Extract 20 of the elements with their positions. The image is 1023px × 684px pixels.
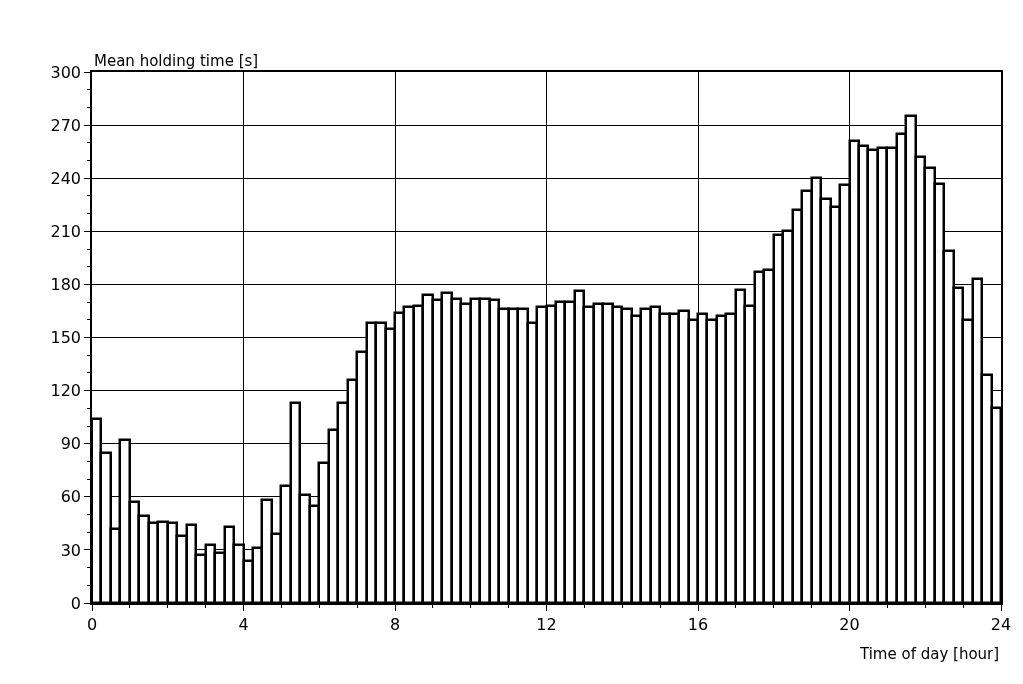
y-tick-label: 300 [50, 62, 82, 82]
y-tick-label: 60 [60, 487, 82, 507]
x-axis-title: Time of day [hour] [859, 645, 1000, 663]
y-tick-label: 270 [50, 115, 82, 135]
y-tick-label: 240 [50, 168, 82, 188]
y-tick-label: 210 [50, 221, 82, 241]
x-tick-label: 4 [238, 614, 249, 634]
y-axis-title: Mean holding time [s] [94, 52, 259, 70]
y-tick-label: 180 [50, 275, 82, 294]
y-tick-label: 0 [70, 593, 82, 613]
x-tick-label: 8 [389, 614, 401, 634]
y-tick-label: 30 [60, 540, 82, 560]
x-tick-label: 12 [536, 614, 557, 634]
x-tick-label: 0 [86, 614, 98, 634]
y-tick-label: 120 [50, 381, 82, 401]
x-tick-label: 20 [839, 614, 860, 634]
x-tick-label: 24 [990, 614, 1012, 634]
x-tick-label: 16 [687, 614, 709, 634]
y-tick-label: 90 [60, 434, 82, 454]
y-tick-label: 150 [50, 328, 82, 348]
